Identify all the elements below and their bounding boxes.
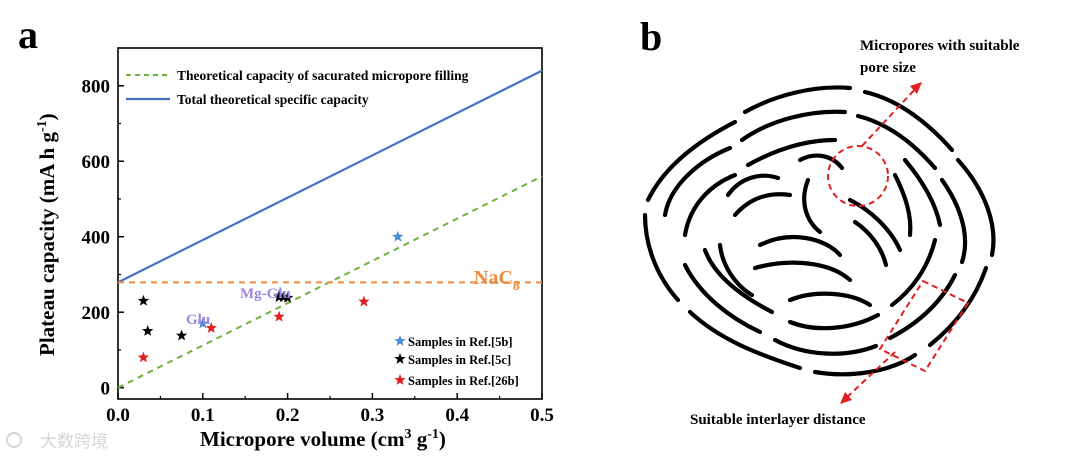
legend-star-shape-1 xyxy=(394,353,406,364)
layer-ring2-3 xyxy=(855,113,938,171)
legend-samples: Samples in Ref.[5b] Samples in Ref.[5c] … xyxy=(394,335,519,388)
layer-outer-7 xyxy=(687,309,803,371)
y-tick-label: 0 xyxy=(101,379,111,400)
annotation-mg-glu: Mg-Glu xyxy=(240,286,291,302)
layer-outer-6 xyxy=(812,352,918,377)
series-line-1 xyxy=(117,69,543,284)
interlayer-arrow-head xyxy=(840,392,852,404)
legend-star-shape-0 xyxy=(394,335,406,346)
layer-inner-9 xyxy=(787,291,873,308)
layer-inner-10 xyxy=(717,242,755,298)
interlayer-arrow-line xyxy=(843,351,896,401)
layer-inner-5 xyxy=(847,197,903,253)
layer-ring3-4 xyxy=(889,237,938,308)
micropore-highlight xyxy=(827,82,922,207)
data-point-2-0 xyxy=(137,351,150,363)
chart-plot-area: 0.0 0.1 0.2 0.3 0.4 0.5 0 200 400 600 800 Mg-Glu G… xyxy=(82,47,554,426)
x-tick-label: 0.1 xyxy=(191,405,215,426)
legend-star-shape-2 xyxy=(394,374,406,385)
data-point-0-2 xyxy=(197,317,209,329)
y-tick-label: 600 xyxy=(82,152,111,173)
layer-ring3-5 xyxy=(787,312,881,331)
layer-inner-2 xyxy=(732,192,793,218)
annotation-glu: Glu xyxy=(186,312,210,328)
legend-star-ref5b xyxy=(394,335,406,346)
chart-points xyxy=(137,230,404,363)
x-tick-label: 0.3 xyxy=(361,405,385,426)
watermark-logo-icon xyxy=(6,432,22,448)
axis-ticks: 0.0 0.1 0.2 0.3 0.4 0.5 0 200 400 600 800 xyxy=(82,77,554,426)
layer-ring3-6 xyxy=(702,247,775,315)
y-tick-label: 400 xyxy=(82,228,111,249)
micropore-arrow-line xyxy=(861,85,919,147)
legend-lines: Theoretical capacity of sacurated microp… xyxy=(126,68,469,107)
panel-a-label: a xyxy=(18,12,38,57)
layer-inner-6 xyxy=(852,219,889,268)
layer-ring2-5 xyxy=(887,272,958,341)
layer-inner-1 xyxy=(725,173,781,198)
layer-outer-5 xyxy=(927,265,989,348)
data-point-2-1 xyxy=(205,322,217,333)
data-point-2-3 xyxy=(358,295,370,307)
layer-outer-8 xyxy=(642,212,681,303)
data-point-2-2 xyxy=(273,310,285,322)
y-axis-title: Plateau capacity (mA h g-1) xyxy=(35,113,59,356)
data-point-1-1 xyxy=(142,325,154,336)
x-tick-label: 0.4 xyxy=(445,405,469,426)
layer-outer-1 xyxy=(645,119,738,203)
layer-ring2-4 xyxy=(939,177,968,265)
y-tick-label: 800 xyxy=(82,77,111,98)
layer-ring3-1 xyxy=(682,172,738,238)
data-point-1-2 xyxy=(175,329,188,341)
layer-outer-4 xyxy=(955,157,996,258)
legend-label-total-capacity: Total theoretical specific capacity xyxy=(177,92,369,107)
carbon-layers-diagram xyxy=(642,85,996,377)
legend-star-ref26b xyxy=(394,374,406,385)
layer-ring2-2 xyxy=(739,109,848,143)
label-interlayer-distance: Suitable interlayer distance xyxy=(690,412,866,428)
layer-inner-8 xyxy=(752,260,853,283)
watermark: 大数跨境 xyxy=(6,432,108,452)
chart-lines xyxy=(117,69,543,389)
x-tick-label: 0.0 xyxy=(106,405,130,426)
micropore-circle xyxy=(827,145,889,207)
x-tick-label: 0.2 xyxy=(276,405,300,426)
data-point-1-3 xyxy=(273,291,285,302)
annotation-nac8-sub: 8 xyxy=(513,279,520,294)
legend-label-ref26b: Samples in Ref.[26b] xyxy=(408,374,519,388)
layer-inner-4 xyxy=(802,177,823,235)
x-axis-title: Micropore volume (cm3 g-1) xyxy=(200,427,446,451)
layer-ring3-3 xyxy=(902,157,943,228)
data-point-1-0 xyxy=(137,294,150,306)
layer-ring3-2 xyxy=(745,137,838,168)
label-micropores-line1: Micropores with suitable xyxy=(860,38,1020,54)
data-point-0-0 xyxy=(392,230,404,242)
y-tick-label: 200 xyxy=(82,303,111,324)
micropore-arrow-head xyxy=(910,82,922,94)
label-micropores-line2: pore size xyxy=(860,60,916,76)
legend-star-ref5c xyxy=(394,353,406,364)
layer-ring2-6 xyxy=(772,337,879,356)
annotation-nac8: NaC8 xyxy=(474,267,520,294)
legend-label-ref5b: Samples in Ref.[5b] xyxy=(408,335,513,349)
watermark-text: 大数跨境 xyxy=(40,432,108,452)
legend-label-micropore-filling: Theoretical capacity of sacurated microp… xyxy=(177,68,469,83)
annotation-nac8-main: NaC xyxy=(474,267,513,289)
layer-outer-2 xyxy=(742,85,853,115)
panel-b-label: b xyxy=(640,14,662,59)
layer-inner-11 xyxy=(892,172,913,238)
layer-inner-7 xyxy=(757,235,843,258)
x-tick-label: 0.5 xyxy=(530,405,554,426)
interlayer-box xyxy=(878,279,970,373)
layer-ring2-7 xyxy=(682,262,763,335)
layer-outer-3 xyxy=(862,89,955,153)
layer-inner-3 xyxy=(797,153,845,171)
legend-label-ref5c: Samples in Ref.[5c] xyxy=(408,353,511,367)
data-point-1-5 xyxy=(281,291,294,303)
layer-ring2-1 xyxy=(662,145,733,218)
interlayer-highlight xyxy=(840,279,970,404)
